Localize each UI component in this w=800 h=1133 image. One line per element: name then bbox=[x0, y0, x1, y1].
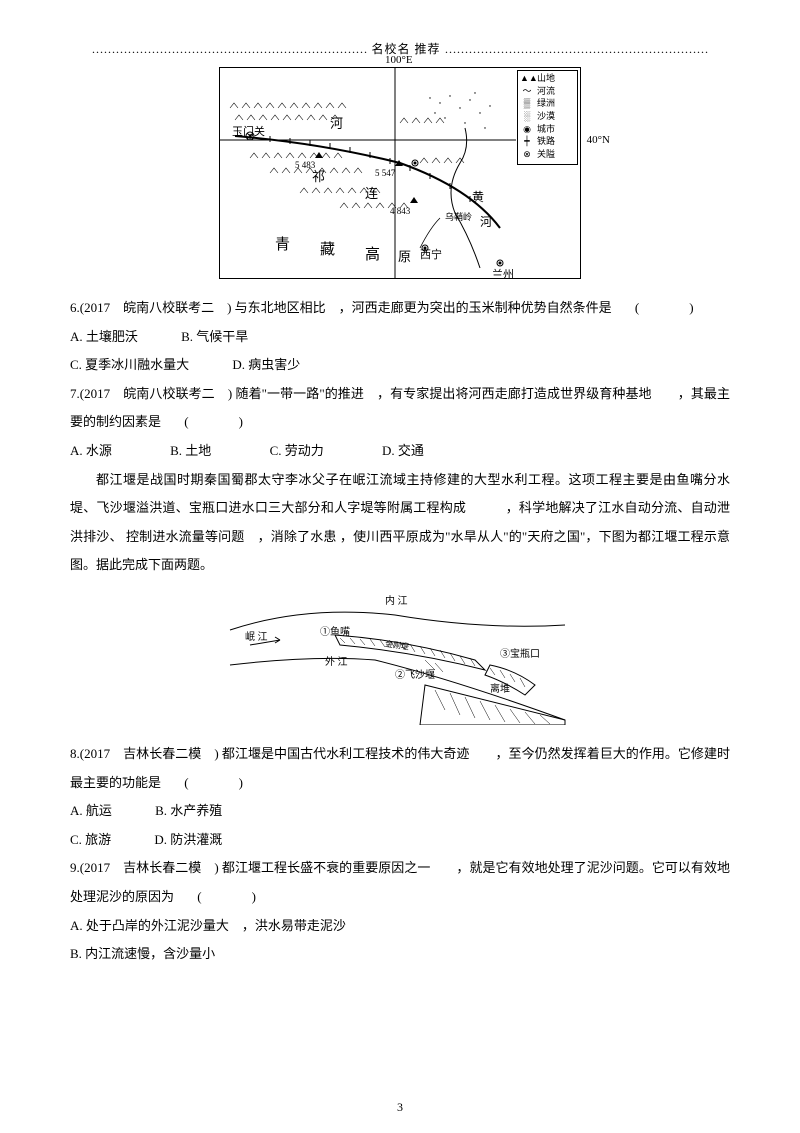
map1-e1: 5 483 bbox=[295, 160, 315, 170]
map1-100e: 100°E bbox=[385, 54, 413, 66]
map1-gao: 高 bbox=[365, 243, 380, 264]
q6-opts-line2: C. 夏季冰川融水量大 D. 病虫害少 bbox=[70, 351, 730, 380]
q6-a: A. 土壤肥沃 bbox=[70, 329, 138, 344]
figure-map-dujiangyan: 内 江 岷 江 ①鱼嘴 外 江 ②飞沙堰 ③宝瓶口 离堆 金刚堤 bbox=[70, 590, 730, 725]
q6-opts-line1: A. 土壤肥沃 B. 气候干旱 bbox=[70, 323, 730, 352]
q9-opt-a: A. 处于凸岸的外江泥沙量大 ，洪水易带走泥沙 bbox=[70, 912, 730, 941]
map1-legend: ▲▲山地 ～河流 ▒绿洲 ░沙漠 ◉城市 ┿铁路 ⊗关隘 bbox=[517, 70, 578, 165]
q7-paren: ( ) bbox=[184, 414, 251, 429]
q9-paren: ( ) bbox=[197, 889, 264, 904]
q8-opts-line2: C. 旅游 D. 防洪灌溉 bbox=[70, 826, 730, 855]
map1-hehuang: 河 bbox=[480, 213, 492, 230]
q8-opts-line1: A. 航运 B. 水产养殖 bbox=[70, 797, 730, 826]
q8-b: B. 水产养殖 bbox=[155, 803, 222, 818]
map1-yuan: 原 bbox=[398, 246, 411, 265]
passage-dujiangyan: 都江堰是战国时期秦国蜀郡太守李冰父子在岷江流域主持修建的大型水利工程。这项工程主… bbox=[70, 466, 730, 580]
q6-paren: ( ) bbox=[635, 300, 702, 315]
map2-feisha: ②飞沙堰 bbox=[395, 666, 435, 681]
figure-map-hexi: 100°E 40°N 玉门关 祁 连 河 青 藏 高 原 西宁 兰州 黄 河 乌… bbox=[70, 67, 730, 279]
dots-left: …………………………………………………………… bbox=[91, 42, 367, 56]
map2-waijiang: 外 江 bbox=[325, 653, 348, 668]
q6-d: D. 病虫害少 bbox=[232, 357, 300, 372]
q9-stem: 9.(2017 吉林长春二模 ) 都江堰工程长盛不衰的重要原因之一 ，就是它有效… bbox=[70, 854, 730, 911]
map1-huang: 黄 bbox=[472, 188, 484, 205]
q7-stem: 7.(2017 皖南八校联考二 ) 随着"一带一路"的推进 ，有专家提出将河西走… bbox=[70, 380, 730, 437]
map1-lanzhou: 兰州 bbox=[492, 266, 514, 282]
map1-qing: 青 bbox=[275, 233, 290, 254]
q8-stem: 8.(2017 吉林长春二模 ) 都江堰是中国古代水利工程技术的伟大奇迹 ，至今… bbox=[70, 740, 730, 797]
map1-e2: 5 547 bbox=[375, 168, 395, 178]
map2-lidui: 离堆 bbox=[490, 680, 510, 695]
q6-b: B. 气候干旱 bbox=[181, 329, 248, 344]
map1-e3: 4 843 bbox=[390, 206, 410, 216]
q6-stem: 6.(2017 皖南八校联考二 ) 与东北地区相比 ，河西走廊更为突出的玉米制种… bbox=[70, 294, 730, 323]
q8-paren: ( ) bbox=[184, 775, 251, 790]
map1-40n: 40°N bbox=[587, 134, 610, 146]
map2-neijiang: 内 江 bbox=[385, 592, 408, 607]
q7-b: B. 土地 bbox=[170, 443, 211, 458]
q8-c: C. 旅游 bbox=[70, 832, 111, 847]
map1-lian: 连 bbox=[365, 183, 378, 202]
q9-opt-b: B. 内江流速慢，含沙量小 bbox=[70, 940, 730, 969]
q7-c: C. 劳动力 bbox=[270, 443, 324, 458]
q6-c: C. 夏季冰川融水量大 bbox=[70, 357, 189, 372]
map2-baoping: ③宝瓶口 bbox=[500, 645, 540, 660]
map2-minjiang: 岷 江 bbox=[245, 628, 268, 643]
map1-yumen: 玉门关 bbox=[232, 123, 265, 139]
map1-zang: 藏 bbox=[320, 238, 335, 259]
q8-d: D. 防洪灌溉 bbox=[154, 832, 222, 847]
map1-he: 河 bbox=[330, 113, 343, 132]
map2-yuzui: ①鱼嘴 bbox=[320, 623, 350, 638]
page-number: 3 bbox=[0, 1100, 800, 1115]
q7-a: A. 水源 bbox=[70, 443, 112, 458]
map1-xining: 西宁 bbox=[420, 246, 442, 262]
q7-d: D. 交通 bbox=[382, 443, 424, 458]
map1-wushao: 乌鞘岭 bbox=[445, 210, 472, 223]
q8-a: A. 航运 bbox=[70, 803, 112, 818]
q7-opts: A. 水源 B. 土地 C. 劳动力 D. 交通 bbox=[70, 437, 730, 466]
dots-right: ………………………………………………………… bbox=[445, 42, 709, 56]
